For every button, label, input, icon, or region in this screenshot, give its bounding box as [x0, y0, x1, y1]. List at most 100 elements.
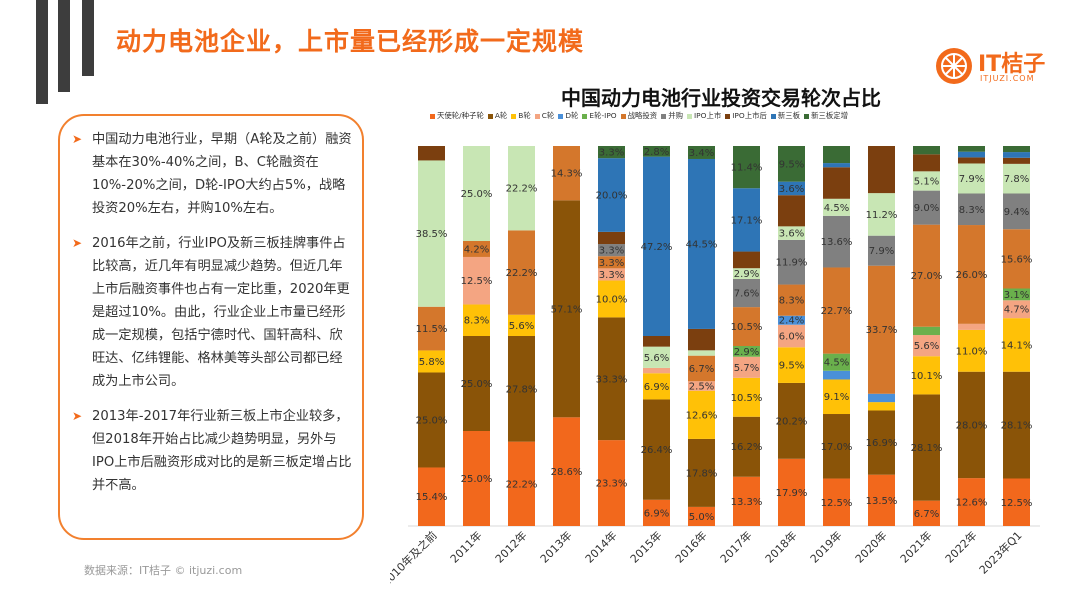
bar-segment	[733, 416, 760, 477]
data-label: 12.6%	[686, 410, 718, 421]
data-label: 9.4%	[1004, 207, 1029, 218]
bar-segment	[1003, 300, 1030, 319]
legend-item: C轮	[534, 110, 555, 121]
bar-segment	[643, 367, 670, 374]
data-label: 5.6%	[914, 341, 939, 352]
bar-segment	[1003, 371, 1030, 479]
bar-segment	[733, 476, 760, 526]
analysis-point-text: 2013年-2017年行业新三板上市企业较多，但2018年开始占比减少趋势明显，…	[92, 409, 352, 493]
data-label: 4.2%	[464, 244, 489, 255]
legend-item: A轮	[487, 110, 507, 121]
data-label: 6.9%	[644, 508, 669, 519]
legend-swatch	[430, 113, 435, 119]
bar-segment	[643, 399, 670, 500]
bar-segment	[778, 324, 805, 348]
bar-segment	[958, 193, 985, 226]
bar-segment	[778, 146, 805, 182]
data-label: 10.5%	[731, 393, 763, 404]
data-label: 8.3%	[779, 296, 804, 307]
data-label: 25.0%	[461, 474, 493, 485]
data-label: 3.3%	[599, 246, 624, 257]
data-label: 6.7%	[689, 364, 714, 375]
bar-segment	[688, 328, 715, 351]
bar-segment	[913, 171, 940, 191]
bar-segment	[913, 190, 940, 225]
data-label: 3.3%	[599, 258, 624, 269]
data-label: 3.6%	[779, 229, 804, 240]
itjuzi-logo: IT桔子 ITJUZI.COM	[936, 46, 1056, 92]
bar-segment	[913, 224, 940, 327]
legend-item: 并购	[661, 110, 683, 121]
legend-swatch	[661, 113, 667, 119]
bar-segment	[778, 239, 805, 285]
chart-title: 中国动力电池行业投资交易轮次占比	[561, 86, 881, 110]
bar-segment	[778, 458, 805, 526]
legend-label: C轮	[541, 111, 555, 120]
bar-segment	[823, 478, 850, 526]
legend-label: 战略投资	[627, 111, 658, 120]
bar-segment	[1003, 229, 1030, 289]
legend-swatch	[770, 113, 776, 119]
data-label: 44.5%	[686, 239, 718, 250]
bar-segment	[958, 163, 985, 194]
x-tick-label: 2017年	[717, 528, 754, 565]
x-tick-label: 2013年	[537, 528, 574, 565]
data-label: 14.3%	[551, 169, 583, 180]
legend-swatch	[686, 113, 692, 119]
bar-segment	[508, 146, 535, 231]
bar-segment	[823, 163, 850, 168]
data-label: 11.9%	[776, 258, 808, 269]
data-label: 12.5%	[1001, 498, 1033, 509]
data-label: 14.1%	[1001, 340, 1033, 351]
legend-item: 新三板	[770, 110, 800, 121]
x-tick-label: 2023年Q1	[976, 528, 1025, 577]
data-label: 2.5%	[689, 382, 714, 393]
bar-segment	[958, 478, 985, 526]
x-tick-label: 2021年	[897, 528, 934, 565]
bar-segment	[823, 198, 850, 216]
data-label: 16.2%	[731, 442, 763, 453]
bar-segment	[868, 235, 895, 266]
data-label: 33.3%	[596, 374, 628, 385]
bar-segment	[598, 280, 625, 318]
logo-text: IT桔子	[978, 52, 1046, 77]
data-label: 2.8%	[644, 147, 669, 158]
data-label: 5.8%	[419, 357, 444, 368]
bar-segment	[958, 225, 985, 324]
bar-segment	[1003, 288, 1030, 301]
legend-swatch	[558, 113, 564, 119]
data-label: 28.1%	[1001, 421, 1033, 432]
bar-segment	[733, 346, 760, 357]
data-label: 8.3%	[959, 205, 984, 216]
data-label: 10.1%	[911, 371, 943, 382]
data-label: 28.1%	[911, 443, 943, 454]
data-label: 6.9%	[644, 382, 669, 393]
bar-segment	[958, 371, 985, 479]
bar-segment	[418, 372, 445, 468]
bar-segment	[733, 307, 760, 346]
bar-segment	[733, 278, 760, 308]
bar-segment	[1003, 157, 1030, 164]
bar-segment	[508, 230, 535, 315]
data-label: 8.3%	[464, 316, 489, 327]
data-label: 12.5%	[461, 276, 493, 287]
data-label: 3.3%	[599, 270, 624, 281]
data-label: 3.6%	[779, 184, 804, 195]
data-label: 25.0%	[461, 189, 493, 200]
bar-segment	[643, 156, 670, 336]
data-label: 9.1%	[824, 392, 849, 403]
data-label: 5.6%	[644, 353, 669, 364]
data-label: 27.8%	[506, 384, 538, 395]
data-label: 22.7%	[821, 306, 853, 317]
x-tick-label: 2018年	[762, 528, 799, 565]
bar-segment	[598, 231, 625, 245]
bar-segment	[868, 193, 895, 236]
arrow-bullet-icon: ➤	[72, 132, 83, 146]
bar-segment	[733, 146, 760, 189]
data-label: 28.0%	[956, 420, 988, 431]
data-label: 3.1%	[1004, 290, 1029, 301]
bar-segment	[418, 160, 445, 307]
bar-segment	[418, 146, 445, 161]
data-label: 22.2%	[506, 184, 538, 195]
analysis-point-text: 中国动力电池行业，早期（A轮及之前）融资基本在30%-40%之间，B、C轮融资在…	[92, 132, 352, 216]
